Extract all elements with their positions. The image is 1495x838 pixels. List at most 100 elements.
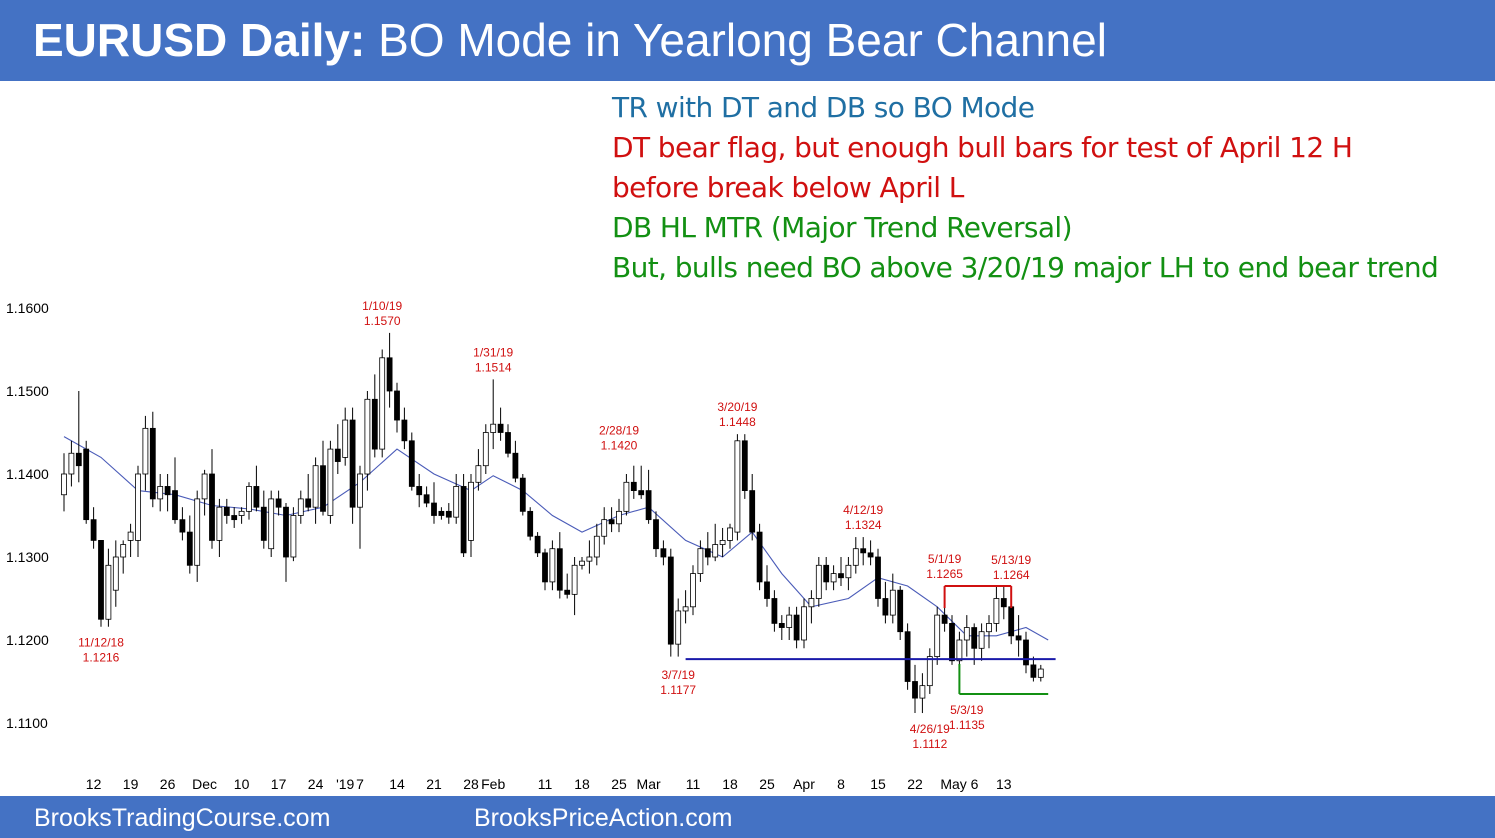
x-tick-label: 8 <box>837 776 845 792</box>
x-tick-label: 18 <box>722 776 738 792</box>
bear-candle <box>231 515 238 521</box>
bull-candle <box>571 564 578 595</box>
y-tick-label: 1.1600 <box>6 300 49 316</box>
bear-candle <box>445 510 452 518</box>
bull-candle <box>845 564 852 579</box>
bull-candle <box>105 564 112 620</box>
bear-candle <box>778 623 785 628</box>
x-tick-label: 12 <box>86 776 102 792</box>
bear-candle <box>349 419 356 508</box>
annotation-price: 1.1177 <box>660 683 696 697</box>
bear-candle <box>497 423 504 433</box>
bear-candle <box>512 452 519 479</box>
y-tick-label: 1.1100 <box>6 715 48 731</box>
footer-link-trading-course[interactable]: BrooksTradingCourse.com <box>34 804 331 832</box>
bear-candle <box>334 448 341 462</box>
bear-candle <box>408 440 415 487</box>
bull-candle <box>808 598 815 608</box>
bear-candle <box>912 681 918 699</box>
x-tick-label: 11 <box>538 776 553 792</box>
x-tick-label: 7 <box>356 776 364 792</box>
y-tick-label: 1.1200 <box>6 632 49 648</box>
annotation-date: 1/10/19 <box>362 299 402 313</box>
x-tick-label: 17 <box>271 776 287 792</box>
bear-candle <box>556 548 563 591</box>
bear-candle <box>542 552 548 583</box>
x-tick-label: 22 <box>907 776 923 792</box>
bear-candle <box>741 440 748 491</box>
annotation-date: 5/13/19 <box>991 553 1031 567</box>
bear-candle <box>1015 635 1022 641</box>
bull-candle <box>1037 668 1044 678</box>
x-tick-label: 15 <box>870 776 886 792</box>
bull-candle <box>986 623 992 633</box>
annotation-date: 4/12/19 <box>843 503 883 517</box>
bull-candle <box>246 486 252 512</box>
bear-candle <box>823 564 830 583</box>
annotation-date: 4/26/19 <box>910 722 950 736</box>
bear-candle <box>460 486 467 554</box>
bull-candle <box>342 419 349 458</box>
bear-candle <box>386 357 393 392</box>
bear-candle <box>645 490 652 521</box>
bear-candle <box>667 556 674 645</box>
bull-candle <box>297 498 304 516</box>
y-tick-label: 1.1300 <box>6 549 49 565</box>
bear-candle <box>608 519 615 525</box>
note-line: before break below April L <box>612 171 964 204</box>
annotation-price: 1.1420 <box>601 438 638 452</box>
bull-candle <box>157 486 164 500</box>
annotation-date: 3/7/19 <box>662 668 696 682</box>
bull-candle <box>268 498 275 550</box>
bull-candle <box>616 510 622 525</box>
annotation-price: 1.1135 <box>949 718 985 732</box>
page-title: EURUSD Daily: BO Mode in Yearlong Bear C… <box>33 10 1107 70</box>
bear-candle <box>1008 606 1015 637</box>
annotation-date: 1/31/19 <box>473 345 513 359</box>
bear-candle <box>1000 598 1007 608</box>
annotation-price: 1.1265 <box>926 567 963 581</box>
x-tick-label: 25 <box>611 776 627 792</box>
x-tick-label: 13 <box>996 776 1012 792</box>
bull-candle <box>549 548 556 583</box>
bear-candle <box>882 598 889 616</box>
bear-candle <box>172 490 178 521</box>
bull-candle <box>889 589 896 616</box>
bull-candle <box>142 427 149 475</box>
bull-candle <box>993 598 1000 624</box>
annotation-date: 5/3/19 <box>950 703 984 717</box>
x-tick-label: '19 <box>336 776 354 792</box>
bear-candle <box>164 486 171 496</box>
bull-candle <box>956 639 963 662</box>
bull-candle <box>490 423 497 433</box>
bear-candle <box>564 589 571 595</box>
x-tick-label: 19 <box>123 776 139 792</box>
bull-candle <box>475 465 482 483</box>
x-tick-label: 18 <box>574 776 590 792</box>
bear-candle <box>756 531 763 583</box>
bull-candle <box>290 515 297 558</box>
note-line: But, bulls need BO above 3/20/19 major L… <box>612 251 1439 284</box>
bear-candle <box>749 490 756 533</box>
x-tick-label: 28 <box>463 776 479 792</box>
bull-candle <box>919 685 926 699</box>
bear-candle <box>149 427 156 500</box>
bear-candle <box>534 535 541 554</box>
bear-candle <box>253 486 260 508</box>
bull-candle <box>697 548 704 575</box>
footer-link-price-action[interactable]: BrooksPriceAction.com <box>474 804 733 832</box>
bear-candle <box>431 502 437 516</box>
bull-candle <box>593 535 600 558</box>
footer-banner: BrooksTradingCourse.com BrooksPriceActio… <box>0 796 1495 838</box>
bear-candle <box>527 510 534 537</box>
bull-candle <box>586 556 593 562</box>
bull-candle <box>801 606 807 641</box>
bear-candle <box>660 548 667 558</box>
bull-candle <box>201 473 208 500</box>
annotation-price: 1.1264 <box>993 568 1030 582</box>
bull-candle <box>690 573 696 608</box>
title-subtitle: BO Mode in Yearlong Bear Channel <box>378 14 1107 66</box>
bear-candle <box>941 614 948 624</box>
bear-candle <box>90 519 97 541</box>
x-tick-label: 10 <box>234 776 250 792</box>
